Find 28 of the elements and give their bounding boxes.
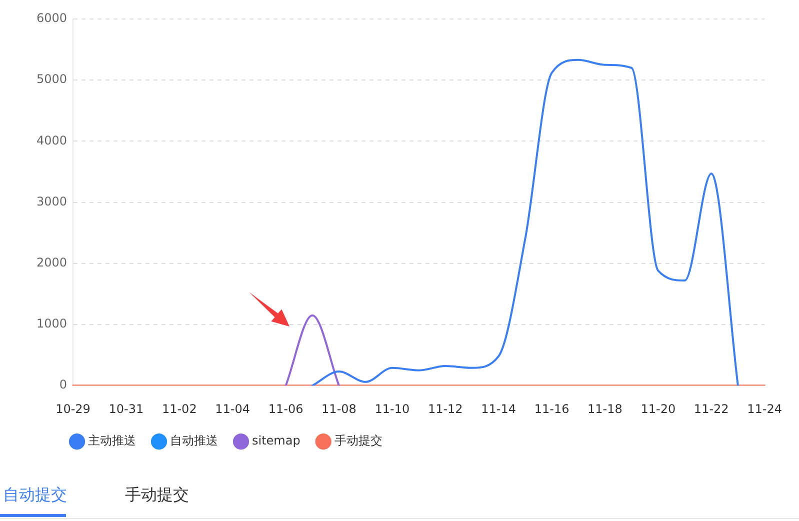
legend-label: 自动推送 xyxy=(170,434,218,448)
y-tick-label: 0 xyxy=(59,378,67,392)
y-tick-label: 3000 xyxy=(36,194,67,208)
legend-label: sitemap xyxy=(252,434,300,448)
y-tick-label: 5000 xyxy=(36,72,67,86)
y-tick-label: 6000 xyxy=(36,11,67,26)
x-tick-label: 11-10 xyxy=(374,402,410,416)
y-tick-label: 4000 xyxy=(36,133,67,148)
legend-label: 主动推送 xyxy=(88,434,136,448)
x-tick-label: 11-08 xyxy=(322,402,356,416)
line-series xyxy=(311,58,739,386)
y-tick-label: 1000 xyxy=(36,316,67,331)
x-tick-label: 11-12 xyxy=(428,402,463,416)
x-tick-label: 10-29 xyxy=(56,402,90,416)
x-tick-label: 11-16 xyxy=(534,402,570,416)
y-tick-label: 2000 xyxy=(36,256,67,270)
x-tick-label: 11-02 xyxy=(162,402,197,416)
x-tick-label: 11-18 xyxy=(588,402,622,416)
x-tick-label: 10-31 xyxy=(108,402,144,416)
x-tick-label: 11-24 xyxy=(747,402,782,416)
x-tick-label: 11-22 xyxy=(694,402,729,416)
legend-label: 手动提交 xyxy=(334,434,382,448)
text: 自动提交 xyxy=(3,484,67,506)
x-tick-label: 11-06 xyxy=(268,402,304,416)
x-tick-label: 11-04 xyxy=(215,402,250,416)
x-tick-label: 11-14 xyxy=(481,402,516,416)
text: 手动提交 xyxy=(125,484,189,506)
x-tick-label: 11-20 xyxy=(640,402,676,416)
